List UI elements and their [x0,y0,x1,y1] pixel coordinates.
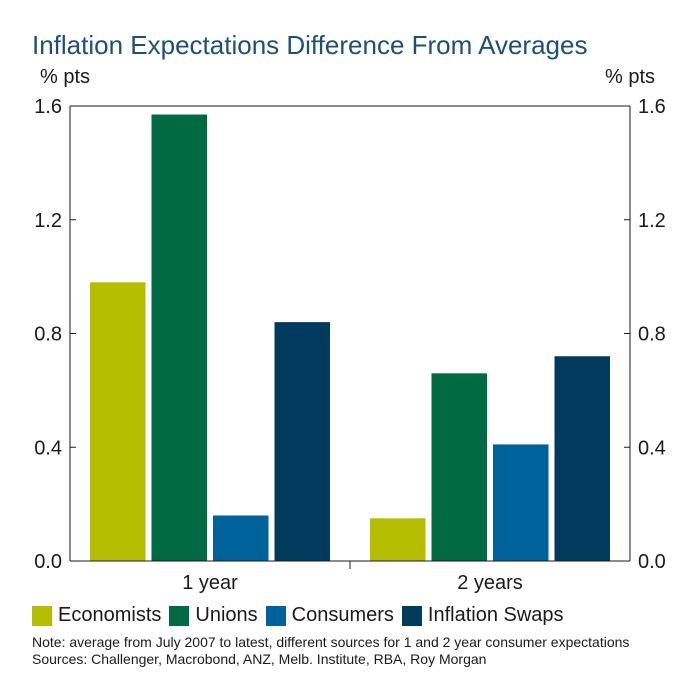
bar-consumers-1 [493,444,549,561]
x-category-label: 2 years [457,572,523,594]
y-tick-label-right: 0.0 [638,551,666,573]
y-axis-unit-left: % pts [40,66,91,88]
sources-text: Sources: Challenger, Macrobond, ANZ, Mel… [32,651,487,667]
legend-label-inflation-swaps: Inflation Swaps [427,604,564,626]
chart-notes: Note: average from July 2007 to latest, … [32,634,629,668]
y-tick-label-left: 1.2 [34,210,62,232]
bar-inflation-swaps-1 [554,356,610,561]
bar-inflation-swaps-0 [274,322,330,561]
legend-swatch-inflation-swaps [401,605,422,626]
bar-economists-1 [370,518,426,561]
y-tick-label-right: 1.6 [638,96,666,118]
y-tick-label-right: 1.2 [638,210,666,232]
legend-item-inflation-swaps: Inflation Swaps [401,604,564,627]
y-axis-unit-right: % pts [605,66,656,88]
bar-unions-1 [431,373,487,561]
legend-swatch-consumers [265,605,286,626]
bar-unions-0 [151,114,207,561]
y-tick-label-left: 0.0 [34,551,62,573]
y-tick-label-left: 0.4 [34,437,62,459]
legend-label-consumers: Consumers [291,604,394,626]
bar-economists-0 [90,282,146,561]
legend-swatch-unions [169,605,190,626]
legend-item-consumers: Consumers [265,604,394,627]
chart-title: Inflation Expectations Difference From A… [32,30,588,60]
y-tick-label-right: 0.8 [638,324,666,346]
note-text: Note: average from July 2007 to latest, … [32,634,630,650]
legend-item-unions: Unions [169,604,258,627]
legend-swatch-economists [32,605,52,626]
y-tick-label-left: 1.6 [34,96,62,118]
legend-item-economists: Economists [32,604,161,627]
y-tick-label-right: 0.4 [638,437,666,459]
x-category-label: 1 year [182,572,238,594]
legend-label-economists: Economists [58,604,162,626]
legend-label-unions: Unions [195,604,258,626]
bar-consumers-0 [213,515,269,561]
y-tick-label-left: 0.8 [34,324,62,346]
legend: Economists Unions Consumers Inflation Sw… [32,604,572,627]
